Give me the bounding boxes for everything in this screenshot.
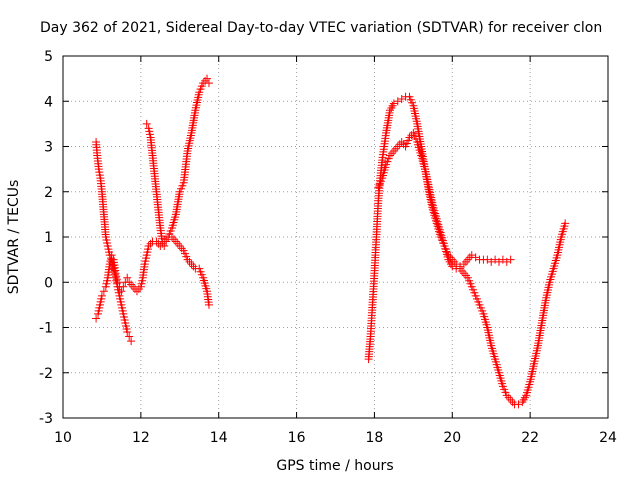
x-tick-label: 22 [521,430,539,446]
data-point [92,314,101,323]
x-tick-label: 14 [210,430,228,446]
y-tick-label: 0 [44,275,53,291]
x-axis-label: GPS time / hours [276,458,393,474]
data-point [97,291,106,300]
data-point [204,79,213,88]
y-axis-label: SDTVAR / TECUs [6,180,22,295]
series-arc-e [374,128,570,409]
data-point [506,255,515,264]
data-point [123,328,132,337]
series-arc-c [142,74,213,251]
series-arc-d [364,92,515,364]
x-tick-label: 12 [132,430,150,446]
x-tick-label: 16 [288,430,306,446]
data-point [204,300,213,309]
data-point [561,219,570,228]
data-point [123,273,132,282]
chart-title: Day 362 of 2021, Sidereal Day-to-day VTE… [40,20,602,36]
y-tick-label: 4 [44,94,53,110]
y-tick-label: -3 [39,411,53,427]
y-tick-label: 1 [44,230,53,246]
plot-frame [62,55,609,419]
x-tick-label: 20 [443,430,461,446]
data-point [125,332,134,341]
y-tick-label: -2 [39,366,53,382]
x-tick-label: 24 [599,430,617,446]
y-tick-label: 2 [44,185,53,201]
data-markers [92,74,570,409]
x-tick-label: 18 [366,430,384,446]
data-point [160,242,169,251]
data-point [162,237,171,246]
x-tick-label: 10 [54,430,72,446]
data-point [127,337,136,346]
series-arc-b [92,233,213,323]
data-point [113,278,122,287]
y-tick-label: 5 [44,49,53,65]
y-tick-label: -1 [39,321,53,337]
data-point [142,119,151,128]
data-point [203,74,212,83]
data-point [119,282,128,291]
data-point [107,251,116,260]
data-point [117,287,126,296]
data-point [99,287,108,296]
y-tick-label: 3 [44,140,53,156]
